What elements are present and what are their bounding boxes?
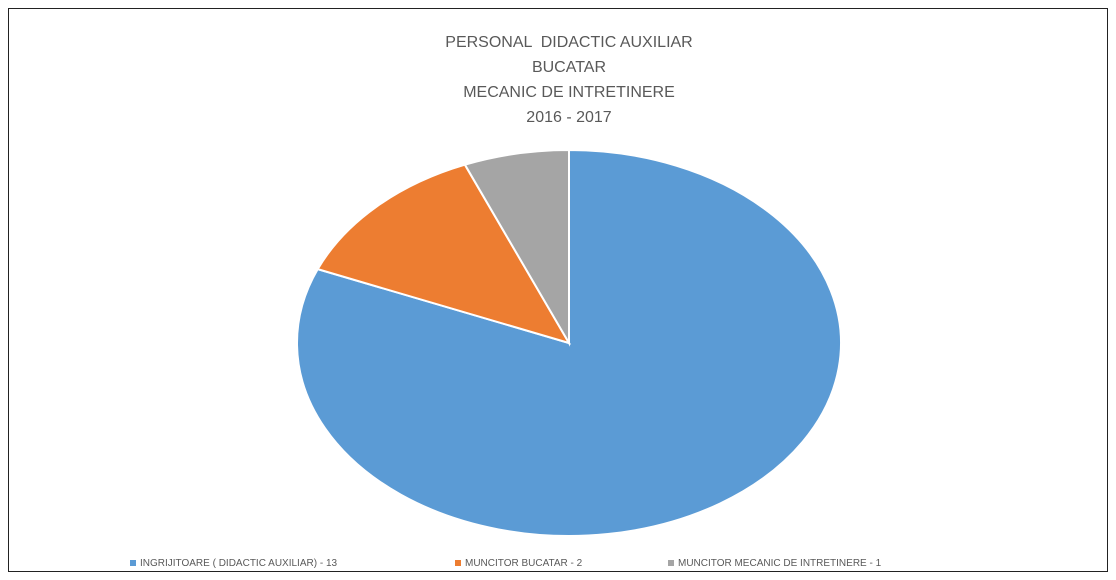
legend-marker bbox=[455, 560, 461, 566]
legend-label: INGRIJITOARE ( DIDACTIC AUXILIAR) - 13 bbox=[140, 558, 338, 569]
chart-title: BUCATAR bbox=[532, 59, 606, 76]
legend-marker bbox=[668, 560, 674, 566]
legend-label: MUNCITOR MECANIC DE INTRETINERE - 1 bbox=[678, 558, 882, 569]
legend-marker bbox=[130, 560, 136, 566]
pie-slice bbox=[463, 148, 570, 347]
pie-slice bbox=[296, 148, 842, 537]
legend-label: MUNCITOR BUCATAR - 2 bbox=[465, 558, 583, 569]
chart-title: PERSONAL DIDACTIC AUXILIAR bbox=[445, 34, 692, 51]
chart-title: MECANIC DE INTRETINERE bbox=[463, 84, 675, 101]
chart-title: 2016 - 2017 bbox=[526, 109, 612, 126]
pie-slice bbox=[316, 163, 572, 345]
